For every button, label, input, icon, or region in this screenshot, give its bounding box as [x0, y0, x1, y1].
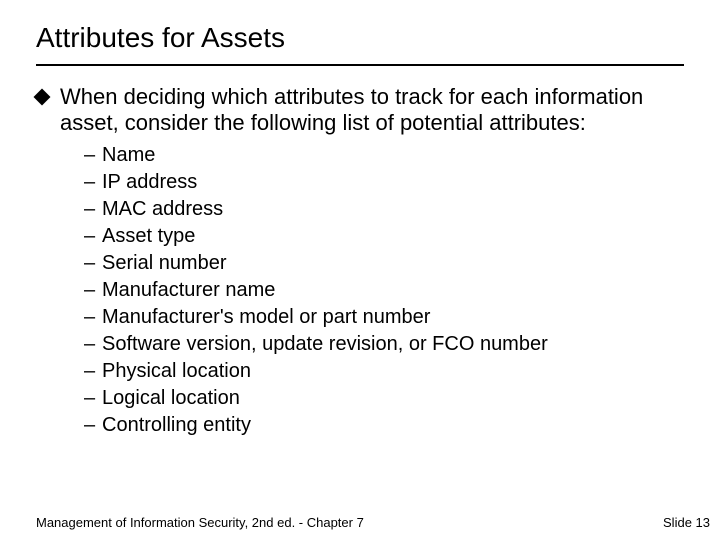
list-item-text: Logical location — [102, 386, 240, 411]
list-item-text: Manufacturer's model or part number — [102, 305, 430, 330]
footer-right: Slide 13 — [663, 515, 710, 530]
intro-text: When deciding which attributes to track … — [60, 84, 684, 137]
list-item: – Controlling entity — [84, 413, 684, 438]
list-item: – Asset type — [84, 224, 684, 249]
footer: Management of Information Security, 2nd … — [36, 515, 710, 530]
dash-bullet-icon: – — [84, 386, 102, 411]
title-underline — [36, 64, 684, 66]
dash-bullet-icon: – — [84, 332, 102, 357]
dash-bullet-icon: – — [84, 278, 102, 303]
list-item: – Manufacturer's model or part number — [84, 305, 684, 330]
list-item-text: MAC address — [102, 197, 223, 222]
list-item: – IP address — [84, 170, 684, 195]
slide: Attributes for Assets When deciding whic… — [0, 0, 720, 540]
intro-row: When deciding which attributes to track … — [36, 84, 684, 137]
list-item-text: Manufacturer name — [102, 278, 275, 303]
list-item: – Manufacturer name — [84, 278, 684, 303]
list-item-text: Serial number — [102, 251, 227, 276]
dash-bullet-icon: – — [84, 359, 102, 384]
list-item-text: Asset type — [102, 224, 195, 249]
dash-bullet-icon: – — [84, 251, 102, 276]
dash-bullet-icon: – — [84, 224, 102, 249]
list-item: – Physical location — [84, 359, 684, 384]
list-item: – Software version, update revision, or … — [84, 332, 684, 357]
diamond-bullet-icon — [34, 89, 51, 106]
dash-bullet-icon: – — [84, 305, 102, 330]
list-item: – MAC address — [84, 197, 684, 222]
slide-title: Attributes for Assets — [36, 22, 684, 54]
list-item-text: Software version, update revision, or FC… — [102, 332, 548, 357]
list-item-text: Controlling entity — [102, 413, 251, 438]
list-item: – Serial number — [84, 251, 684, 276]
attribute-list: – Name – IP address – MAC address – Asse… — [84, 143, 684, 438]
list-item: – Logical location — [84, 386, 684, 411]
dash-bullet-icon: – — [84, 170, 102, 195]
footer-left: Management of Information Security, 2nd … — [36, 515, 364, 530]
list-item: – Name — [84, 143, 684, 168]
list-item-text: IP address — [102, 170, 197, 195]
list-item-text: Physical location — [102, 359, 251, 384]
dash-bullet-icon: – — [84, 197, 102, 222]
list-item-text: Name — [102, 143, 155, 168]
dash-bullet-icon: – — [84, 413, 102, 438]
dash-bullet-icon: – — [84, 143, 102, 168]
